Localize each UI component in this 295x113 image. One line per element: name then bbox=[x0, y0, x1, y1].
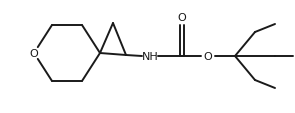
Text: O: O bbox=[30, 49, 38, 59]
Text: O: O bbox=[204, 52, 212, 61]
Text: NH: NH bbox=[142, 52, 158, 61]
Text: O: O bbox=[178, 13, 186, 23]
